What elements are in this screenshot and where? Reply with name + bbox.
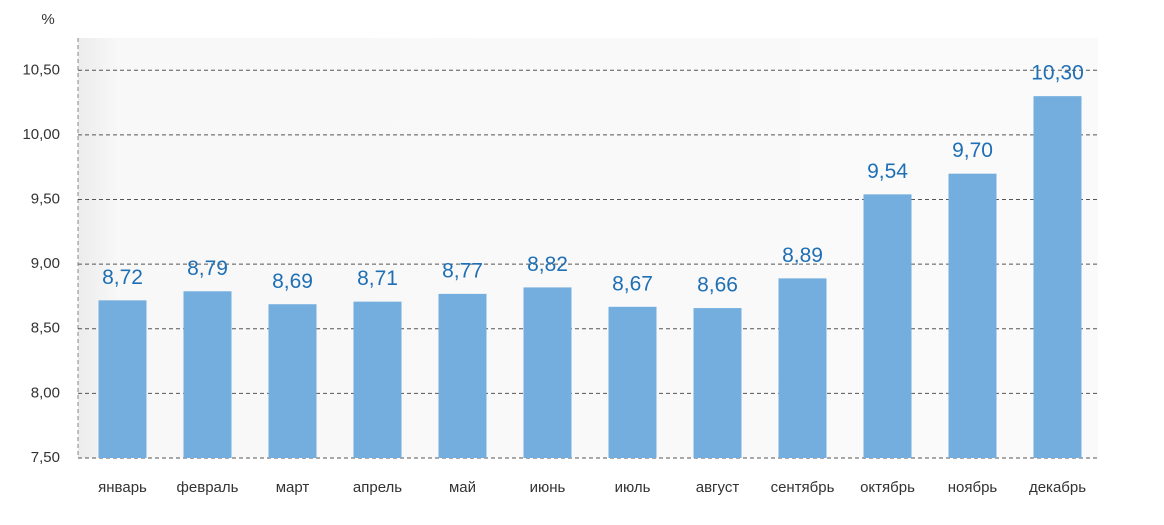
x-tick-label: февраль <box>177 479 239 496</box>
value-label: 8,69 <box>272 270 313 293</box>
y-tick-label: 10,00 <box>22 126 60 143</box>
bar <box>438 293 487 458</box>
plot-background <box>78 38 1098 458</box>
bar <box>98 300 147 458</box>
value-label: 8,67 <box>612 272 653 295</box>
y-tick-label: 8,00 <box>31 384 60 401</box>
bar <box>693 308 742 458</box>
y-axis-label: % <box>41 11 54 28</box>
value-label: 8,77 <box>442 259 483 282</box>
bar <box>353 301 402 458</box>
bar <box>1033 96 1082 459</box>
x-tick-label: январь <box>98 479 147 496</box>
x-tick-label: май <box>449 479 476 496</box>
y-tick-label: 10,50 <box>22 61 60 78</box>
y-tick-label: 7,50 <box>31 449 60 466</box>
bar <box>268 304 317 458</box>
value-label: 9,54 <box>867 160 908 183</box>
x-tick-label: декабрь <box>1029 479 1086 496</box>
value-label: 10,30 <box>1031 62 1084 85</box>
x-tick-label: август <box>696 479 740 496</box>
x-tick-label: октябрь <box>860 479 915 496</box>
value-label: 8,72 <box>102 266 143 289</box>
x-tick-label: ноябрь <box>948 479 998 496</box>
y-tick-label: 8,50 <box>31 320 60 337</box>
x-tick-label: апрель <box>353 479 402 496</box>
x-tick-label: июнь <box>530 479 566 496</box>
x-tick-label: сентябрь <box>771 479 835 496</box>
bar <box>523 287 572 458</box>
x-tick-label: март <box>276 479 310 496</box>
bar <box>948 173 997 458</box>
bar <box>183 291 232 458</box>
y-tick-label: 9,50 <box>31 191 60 208</box>
value-label: 9,70 <box>952 139 993 162</box>
value-label: 8,71 <box>357 267 398 290</box>
bar <box>778 278 827 458</box>
value-label: 8,79 <box>187 257 228 280</box>
value-label: 8,66 <box>697 274 738 297</box>
y-tick-label: 9,00 <box>31 255 60 272</box>
value-label: 8,89 <box>782 244 823 267</box>
x-tick-label: июль <box>615 479 651 496</box>
bar <box>608 306 657 458</box>
bar <box>863 194 912 458</box>
value-label: 8,82 <box>527 253 568 276</box>
